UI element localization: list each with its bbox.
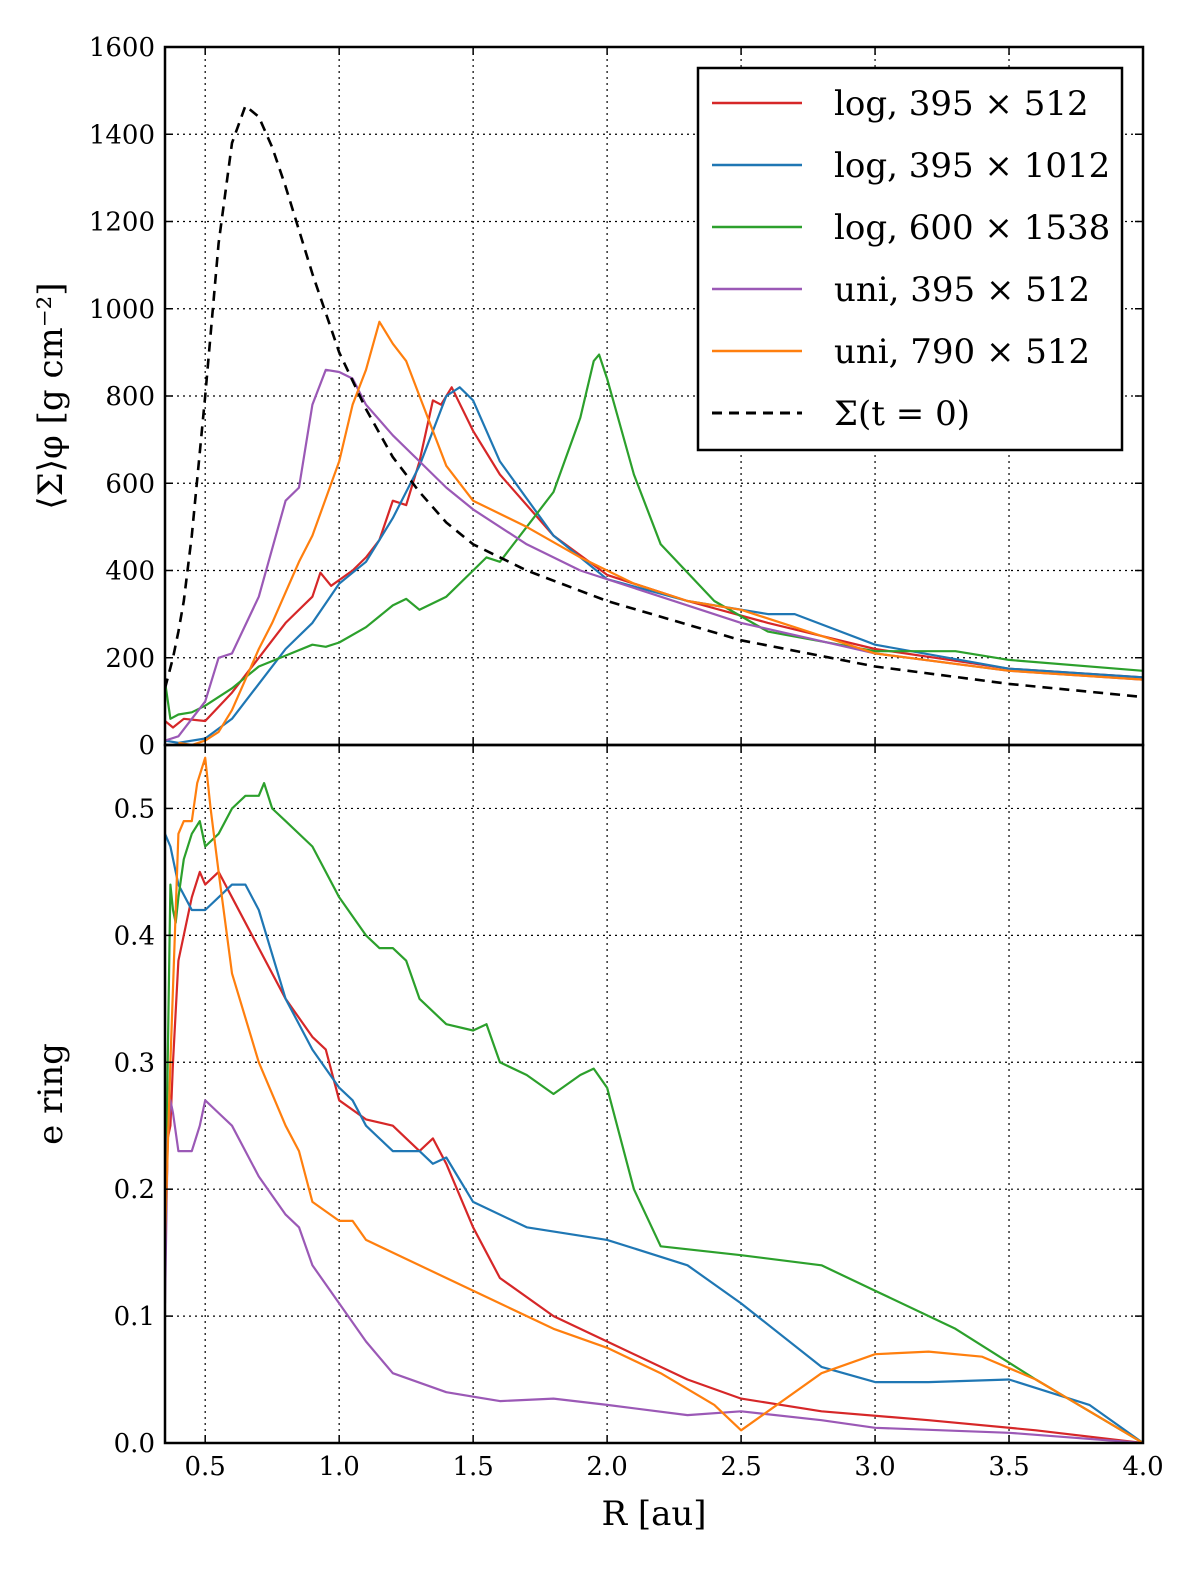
x-tick-label: 2.5	[720, 1452, 761, 1482]
y-tick-label: 600	[105, 469, 155, 499]
legend: log, 395 × 512 log, 395 × 1012 log, 600 × …	[696, 66, 1124, 452]
y-tick-label: 200	[105, 644, 155, 674]
series-line	[165, 353, 1143, 720]
x-axis-title-radius: R [au]	[601, 1494, 706, 1534]
legend-label: Σ(t = 0)	[834, 394, 970, 434]
y-tick-label: 1200	[89, 208, 155, 238]
series-group	[165, 104, 1143, 745]
y-tick-label: 1000	[89, 295, 155, 325]
legend-label: uni, 790 × 512	[834, 332, 1090, 372]
y-axis-title-surface-density: ⟨Σ⟩φ [g cm⁻²]	[31, 282, 71, 509]
legend-label: uni, 395 × 512	[834, 270, 1090, 310]
y-tick-label: 1600	[89, 33, 155, 63]
legend-label: log, 600 × 1538	[834, 208, 1110, 248]
y-tick-label: 0.1	[114, 1302, 155, 1332]
y-tick-label: 0.2	[114, 1175, 155, 1205]
series-line	[165, 782, 1143, 1443]
x-tick-label: 0.5	[185, 1452, 226, 1482]
x-tick-label: 3.0	[854, 1452, 895, 1482]
axis-titles: ⟨Σ⟩φ [g cm⁻²] e ring R [au]	[31, 282, 707, 1534]
y-tick-label: 0.3	[114, 1048, 155, 1078]
legend-box	[696, 66, 1124, 452]
x-tick-label: 2.0	[586, 1452, 627, 1482]
series-line	[165, 1099, 1143, 1443]
series-line	[165, 870, 1143, 1443]
grid-lines	[165, 745, 1144, 1444]
legend-label: log, 395 × 512	[834, 84, 1089, 124]
series-line	[165, 756, 1143, 1443]
y-tick-label: 0	[138, 731, 155, 761]
x-tick-label: 3.5	[988, 1452, 1029, 1482]
series-group	[165, 756, 1143, 1443]
y-tick-label: 0.0	[114, 1429, 155, 1459]
x-tick-label: 4.0	[1122, 1452, 1163, 1482]
y-tick-label: 1400	[89, 120, 155, 150]
x-tick-label: 1.0	[318, 1452, 359, 1482]
series-line	[165, 104, 1143, 699]
y-axis-title-eccentricity: e ring	[31, 1043, 71, 1145]
series-line	[165, 833, 1143, 1443]
series-line	[165, 368, 1143, 742]
y-tick-label: 400	[105, 557, 155, 587]
series-line	[178, 320, 1143, 745]
x-tick-label: 1.5	[452, 1452, 493, 1482]
plot-frame	[163, 743, 1145, 1445]
y-tick-label: 800	[105, 382, 155, 412]
y-tick-label: 0.4	[114, 921, 155, 951]
y-tick-label: 0.5	[114, 794, 155, 824]
panel-eccentricity: 0.0 0.1 0.2 0.3 0.4 0.5 0.5 1.0 1.5 2.0 2.5 3.0 3.5 4…	[114, 743, 1164, 1482]
legend-label: log, 395 × 1012	[834, 146, 1110, 186]
